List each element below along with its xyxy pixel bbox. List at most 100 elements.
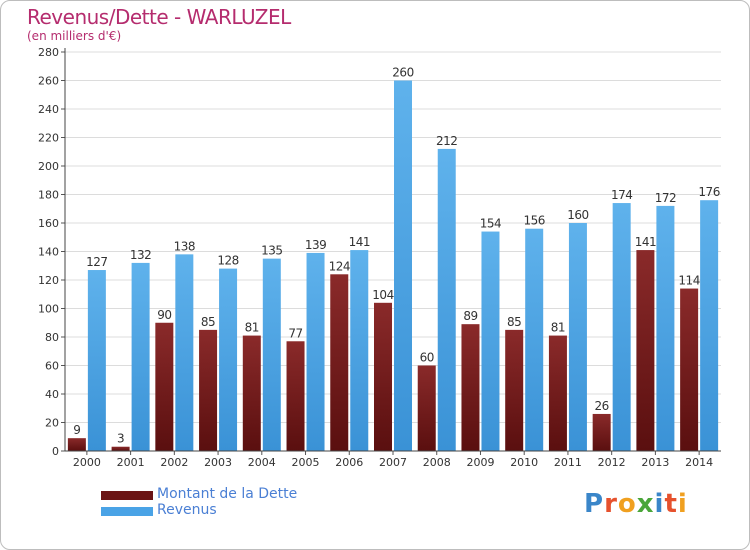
data-label-revenue: 139: [305, 238, 326, 252]
x-tick-label: 2008: [423, 456, 451, 469]
legend-label-debt: Montant de la Dette: [157, 486, 298, 502]
data-label-revenue: 135: [261, 244, 282, 258]
bar-debt: [592, 413, 611, 451]
x-tick-label: 2005: [292, 456, 320, 469]
bar-debt: [680, 288, 699, 451]
bar-revenue: [612, 203, 631, 451]
y-tick-label: 80: [45, 331, 59, 344]
data-label-debt: 124: [329, 259, 350, 273]
data-label-revenue: 172: [655, 191, 676, 205]
bar-debt: [374, 302, 392, 451]
x-tick-label: 2006: [335, 456, 363, 469]
data-label-debt: 90: [157, 308, 171, 322]
y-tick-label: 60: [45, 360, 59, 373]
bar-debt: [548, 335, 567, 451]
bar-debt: [417, 365, 436, 451]
chart-subtitle: (en milliers d'€): [27, 29, 122, 43]
bar-debt: [636, 250, 655, 451]
legend-label-revenue: Revenus: [157, 502, 217, 518]
x-tick-label: 2001: [117, 456, 145, 469]
x-tick-label: 2003: [204, 456, 232, 469]
bar-debt: [67, 438, 86, 451]
data-label-debt: 3: [117, 432, 124, 446]
y-tick-label: 180: [38, 189, 59, 202]
data-label-revenue: 156: [523, 214, 544, 228]
y-tick-label: 40: [45, 388, 59, 401]
y-tick-label: 240: [38, 103, 59, 116]
y-tick-label: 280: [38, 46, 59, 59]
legend-swatch-revenue: [101, 507, 153, 516]
data-label-debt: 89: [463, 309, 477, 323]
data-label-debt: 141: [635, 235, 656, 249]
y-tick-label: 260: [38, 75, 59, 88]
bar-revenue: [656, 205, 675, 451]
bar-debt: [199, 329, 218, 451]
data-label-revenue: 141: [349, 235, 370, 249]
data-label-revenue: 174: [611, 188, 632, 202]
data-label-revenue: 154: [480, 217, 501, 231]
proxiti-logo: Proxiti: [584, 489, 688, 519]
y-tick-label: 20: [45, 417, 59, 430]
data-label-debt: 81: [245, 321, 259, 335]
bar-revenue: [175, 254, 194, 451]
bar-debt: [286, 341, 305, 451]
chart-title: Revenus/Dette - WARLUZEL: [27, 5, 291, 29]
data-label-revenue: 260: [392, 66, 413, 80]
bar-revenue: [131, 262, 150, 451]
data-label-revenue: 212: [436, 134, 457, 148]
logo-letter: o: [617, 489, 637, 519]
x-tick-label: 2014: [685, 456, 713, 469]
bar-revenue: [350, 250, 369, 451]
bar-revenue: [568, 223, 587, 451]
bar-debt: [505, 329, 524, 451]
bar-revenue: [219, 268, 238, 451]
logo-letter: P: [584, 489, 605, 519]
data-label-revenue: 176: [698, 185, 719, 199]
data-label-debt: 85: [201, 315, 215, 329]
x-tick-label: 2011: [554, 456, 582, 469]
bar-debt: [111, 446, 130, 451]
legend: Montant de la Dette Revenus: [101, 486, 401, 519]
logo-letter: r: [604, 489, 618, 519]
data-label-debt: 9: [73, 423, 80, 437]
y-tick-label: 0: [52, 445, 59, 458]
x-tick-label: 2009: [466, 456, 494, 469]
y-tick-label: 220: [38, 132, 59, 145]
y-tick-label: 200: [38, 160, 59, 173]
x-tick-label: 2007: [379, 456, 407, 469]
bar-revenue: [481, 231, 500, 451]
data-label-debt: 60: [420, 351, 434, 365]
y-tick-label: 100: [38, 303, 59, 316]
data-label-revenue: 127: [86, 255, 107, 269]
bar-debt: [330, 274, 349, 451]
data-label-revenue: 132: [130, 248, 151, 262]
bar-revenue: [525, 228, 544, 451]
x-tick-label: 2000: [73, 456, 101, 469]
bar-revenue: [394, 80, 412, 451]
bar-revenue: [262, 258, 281, 451]
bar-debt: [155, 322, 174, 451]
logo-letter: i: [654, 489, 665, 519]
logo-letter: i: [677, 489, 688, 519]
bar-revenue: [87, 270, 106, 451]
x-tick-label: 2010: [510, 456, 538, 469]
legend-item-debt: Montant de la Dette: [101, 486, 401, 503]
bar-revenue: [437, 148, 456, 451]
y-tick-label: 160: [38, 217, 59, 230]
x-tick-label: 2013: [641, 456, 669, 469]
data-label-revenue: 160: [567, 208, 588, 222]
data-label-debt: 85: [507, 315, 521, 329]
data-label-debt: 81: [551, 321, 565, 335]
data-label-revenue: 128: [217, 254, 238, 268]
data-label-debt: 26: [595, 399, 609, 413]
legend-item-revenue: Revenus: [101, 502, 401, 519]
y-tick-label: 140: [38, 246, 59, 259]
x-tick-label: 2004: [248, 456, 276, 469]
bar-revenue: [306, 252, 325, 451]
data-label-revenue: 138: [174, 239, 195, 253]
logo-letter: t: [664, 489, 678, 519]
bar-revenue: [700, 200, 719, 451]
x-tick-label: 2012: [598, 456, 626, 469]
